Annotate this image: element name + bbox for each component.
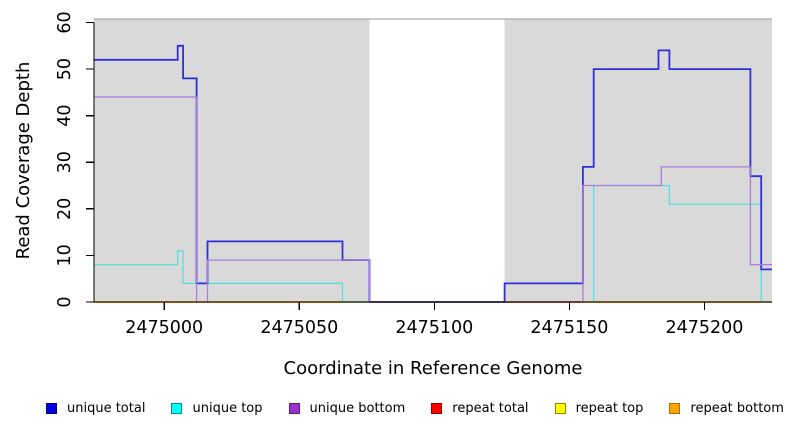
x-tick-label: 2475150 bbox=[530, 318, 608, 338]
coverage-chart: 2475000 2475050 2475100 2475150 2475200 0 10 20… bbox=[13, 11, 772, 379]
legend-swatch-icon bbox=[554, 402, 566, 414]
legend-swatch-icon bbox=[669, 402, 681, 414]
x-tick-label: 2475200 bbox=[665, 318, 743, 338]
y-tick-label: 60 bbox=[55, 11, 75, 33]
y-tick-label: 30 bbox=[55, 151, 75, 173]
legend-item-repeat-top: repeat top bbox=[554, 400, 644, 416]
legend-item-unique-total: unique total bbox=[46, 402, 145, 415]
legend-label: repeat top bbox=[575, 400, 644, 416]
legend-label: unique total bbox=[67, 400, 146, 416]
y-tick-label: 40 bbox=[55, 105, 75, 127]
shaded-region bbox=[504, 19, 772, 302]
y-axis-title: Read Coverage Depth bbox=[13, 62, 34, 260]
legend-label: repeat total bbox=[452, 400, 529, 416]
legend-swatch-icon bbox=[171, 402, 183, 414]
series-unique-total bbox=[94, 44, 772, 303]
x-axis-title: Coordinate in Reference Genome bbox=[284, 358, 583, 379]
legend-label: repeat bottom bbox=[690, 400, 784, 416]
y-tick-label: 10 bbox=[55, 244, 75, 266]
legend-item-unique-bottom: unique bottom bbox=[288, 400, 406, 416]
legend-swatch-icon bbox=[288, 402, 300, 414]
chart-legend: unique total unique top unique bottom repea… bbox=[46, 397, 784, 419]
x-tick-label: 2475050 bbox=[260, 318, 338, 338]
legend-swatch-icon bbox=[431, 402, 443, 414]
legend-swatch-icon bbox=[46, 402, 57, 414]
legend-item-repeat-bottom: repeat bottom bbox=[669, 402, 784, 415]
legend-item-repeat-total: repeat total bbox=[431, 400, 529, 416]
x-tick-label: 2475000 bbox=[125, 318, 203, 338]
x-tick-label: 2475100 bbox=[395, 318, 473, 338]
shaded-region bbox=[94, 19, 370, 302]
legend-label: unique top bbox=[192, 400, 263, 416]
legend-label: unique bottom bbox=[309, 400, 406, 416]
legend-item-unique-top: unique top bbox=[171, 400, 263, 416]
y-tick-label: 20 bbox=[55, 198, 75, 220]
y-tick-label: 50 bbox=[55, 58, 75, 80]
y-tick-label: 0 bbox=[55, 296, 75, 307]
